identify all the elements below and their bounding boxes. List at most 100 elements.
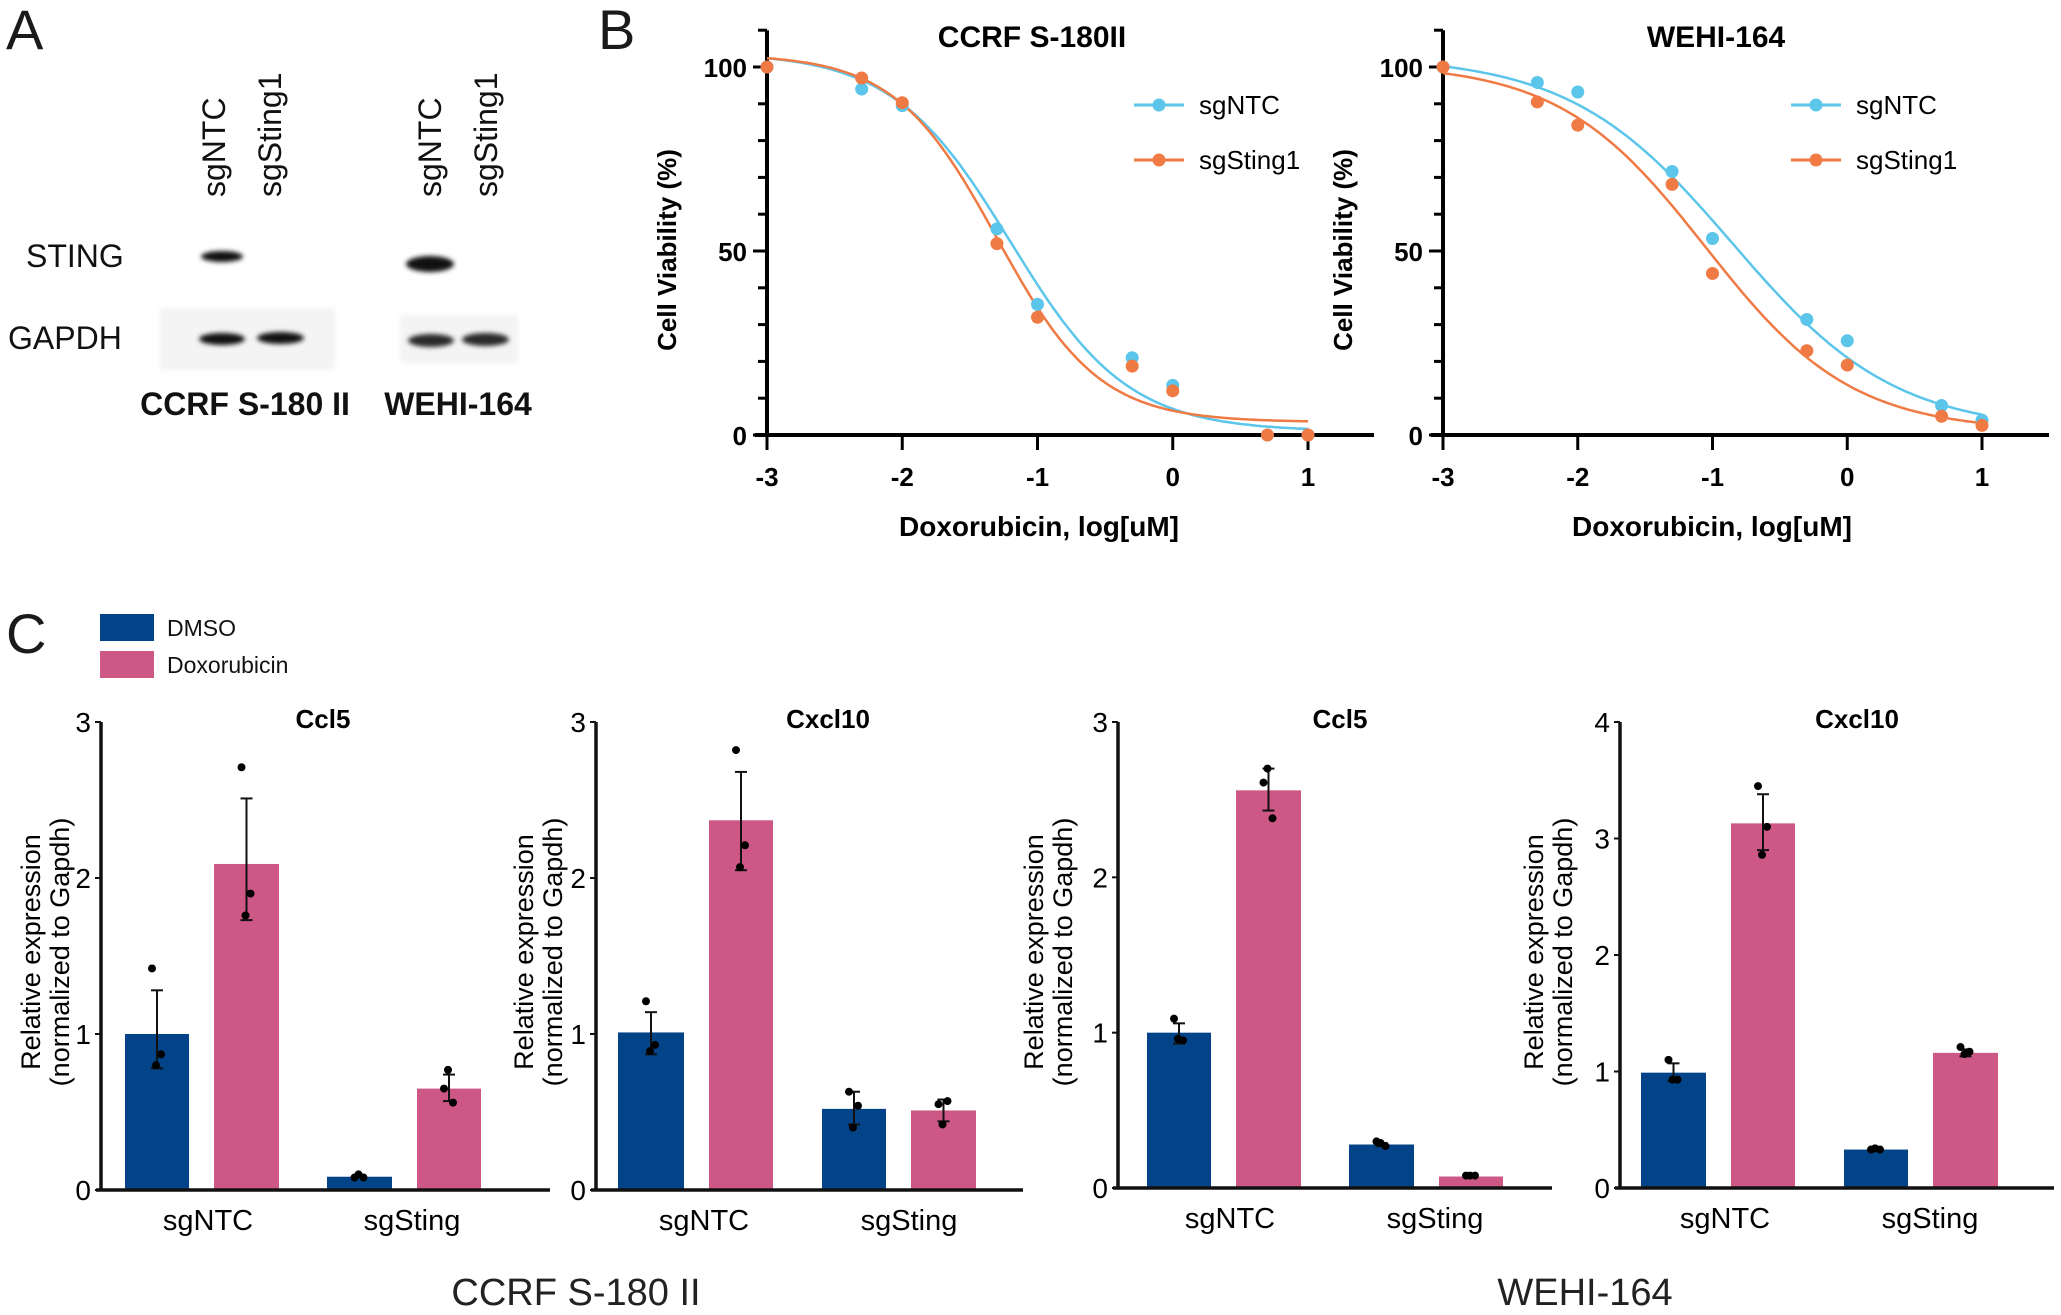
y-tick-label: 100: [1380, 53, 1423, 83]
y-tick-label: 0: [1594, 1173, 1610, 1204]
data-point-sgSting1: [760, 60, 774, 74]
dose-response-chart: 0 50 100 -3 -2 -1 0 1 WEHI-164 Doxorubicin, log[u…: [1328, 21, 2049, 542]
replicate-point: [934, 1100, 943, 1109]
y-tick-label: 0: [75, 1175, 91, 1206]
replicate-point: [1871, 1144, 1879, 1153]
category-label: sgSting: [364, 1205, 461, 1237]
bar-DMSO-sgSting: [1349, 1144, 1414, 1188]
data-point-sgSting1: [1665, 177, 1679, 191]
y-tick-label: 50: [1394, 237, 1423, 267]
gapdh-band: [408, 334, 454, 347]
x-tick-label: 1: [1301, 462, 1315, 492]
data-point-sgSting1: [1706, 266, 1719, 280]
replicate-point: [1668, 1075, 1677, 1084]
data-point-sgNTC: [1800, 312, 1814, 326]
x-tick-label: -1: [1026, 462, 1049, 492]
cell-line-label: WEHI-164: [384, 386, 532, 422]
replicate-point: [1174, 1034, 1182, 1043]
data-point-sgNTC: [1840, 334, 1854, 348]
data-point-sgSting1: [1530, 95, 1544, 109]
y-axis-label-line: Relative expression: [509, 834, 539, 1070]
x-tick-label: -2: [1566, 462, 1589, 492]
sting-band: [406, 256, 454, 272]
gel-background: [160, 308, 335, 370]
x-tick-label: -1: [1701, 462, 1724, 492]
bar-Doxorubicin-sgSting: [417, 1088, 481, 1190]
replicate-point: [449, 1098, 457, 1107]
x-axis-label: Doxorubicin, log[uM]: [899, 511, 1179, 542]
chart-title: WEHI-164: [1647, 21, 1786, 54]
replicate-point: [1268, 814, 1277, 823]
replicate-point: [444, 1065, 452, 1074]
replicate-point: [1956, 1043, 1965, 1052]
y-axis-label-line: Relative expression: [16, 834, 46, 1070]
data-point-sgSting1: [1935, 409, 1949, 423]
replicate-point: [440, 1084, 448, 1093]
data-point-sgNTC: [1530, 75, 1544, 89]
panel-label-c: C: [6, 602, 47, 665]
y-axis-label-line: Relative expression: [1519, 834, 1549, 1070]
replicate-point: [1763, 822, 1771, 831]
category-label: sgNTC: [1680, 1203, 1770, 1235]
legend-marker: [1809, 153, 1823, 167]
panel-label-a: A: [6, 0, 44, 61]
bar-Doxorubicin-sgNTC: [709, 820, 773, 1190]
y-tick-label: 1: [75, 1019, 91, 1050]
replicate-point: [237, 763, 246, 772]
gapdh-band: [199, 333, 245, 345]
replicate-point: [1754, 782, 1762, 791]
replicate-point: [1376, 1138, 1385, 1147]
replicate-point: [642, 997, 650, 1006]
legend-label: sgNTC: [1199, 90, 1280, 120]
data-point-sgNTC: [1031, 297, 1044, 311]
replicate-point: [943, 1097, 952, 1106]
x-axis-label: Doxorubicin, log[uM]: [1572, 511, 1852, 542]
y-tick-label: 3: [75, 707, 91, 738]
legend-marker: [1809, 98, 1823, 112]
bar-Doxorubicin-sgSting: [1439, 1176, 1503, 1188]
bar-chart: sgNTC sgSting 0 1 2 3 4 Cxcl10 Relative expressi…: [1519, 704, 2054, 1235]
dose-response-chart: 0 50 100 -3 -2 -1 0 1 CCRF S-180II Doxorubicin, l…: [652, 21, 1374, 542]
y-axis-label-line: (normalized to Gapdh): [45, 818, 75, 1087]
y-tick-label: 2: [1092, 862, 1108, 893]
y-axis-label: Cell Viability (%): [652, 149, 682, 351]
blot-row-label-sting: STING: [26, 238, 124, 274]
y-tick-label: 2: [1594, 940, 1610, 971]
category-label: sgNTC: [1185, 1203, 1275, 1235]
x-tick-label: 0: [1166, 462, 1180, 492]
data-point-sgSting1: [990, 237, 1004, 251]
replicate-point: [1758, 850, 1766, 859]
category-label: sgNTC: [659, 1205, 749, 1237]
legend-swatch-doxorubicin: [100, 651, 154, 678]
replicate-point: [246, 889, 255, 898]
replicate-point: [646, 1047, 654, 1056]
chart-title: Cxcl10: [1815, 704, 1899, 734]
y-tick-label: 0: [733, 421, 747, 451]
bar-Doxorubicin-sgSting: [1933, 1052, 1998, 1188]
data-point-sgSting1: [1975, 418, 1989, 432]
sting-band: [201, 251, 243, 262]
x-tick-label: 1: [1975, 462, 1989, 492]
bar-DMSO-sgNTC: [1641, 1072, 1706, 1188]
chart-title: CCRF S-180II: [938, 21, 1126, 54]
y-tick-label: 3: [1594, 824, 1610, 855]
cell-line-label: CCRF S-180 II: [140, 386, 350, 422]
bar-DMSO-sgNTC: [618, 1032, 684, 1190]
replicate-point: [1664, 1055, 1673, 1064]
y-tick-label: 1: [1092, 1018, 1108, 1049]
gapdh-band: [462, 333, 509, 346]
bar-Doxorubicin-sgNTC: [1236, 790, 1301, 1188]
y-tick-label: 3: [1092, 707, 1108, 738]
y-tick-label: 100: [704, 53, 747, 83]
data-point-sgNTC: [1935, 399, 1949, 413]
replicate-point: [741, 841, 749, 850]
replicate-point: [148, 964, 156, 973]
data-point-sgSting1: [1571, 118, 1585, 132]
blot-row-label-gapdh: GAPDH: [8, 320, 122, 356]
data-point-sgSting1: [1260, 428, 1274, 442]
bar-DMSO-sgSting: [327, 1176, 392, 1190]
data-point-sgSting1: [895, 96, 909, 110]
y-axis-label-line: (normalized to Gapdh): [1048, 818, 1078, 1087]
bar-Doxorubicin-sgNTC: [1731, 823, 1795, 1188]
